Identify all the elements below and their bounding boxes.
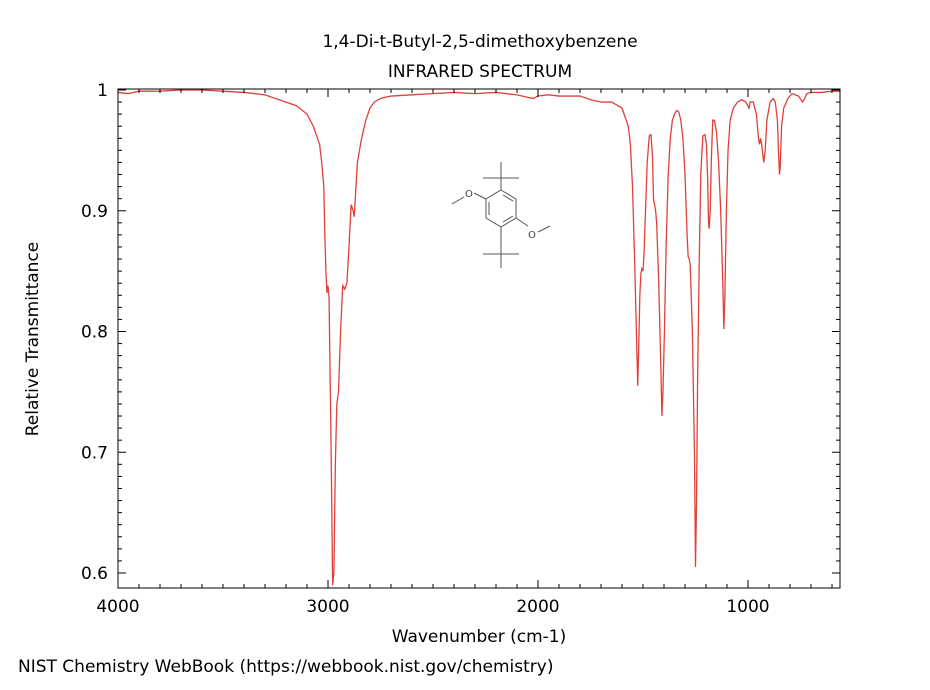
- y-tick-label: 0.9: [81, 202, 108, 222]
- chart-title: 1,4-Di-t-Butyl-2,5-dimethoxybenzene: [322, 32, 637, 52]
- svg-text:O: O: [465, 189, 473, 200]
- y-axis-label: Relative Transmittance: [23, 242, 43, 437]
- molecule-structure-image: O O: [451, 162, 551, 268]
- x-tick-label: 2000: [516, 597, 559, 617]
- x-tick-label: 3000: [306, 597, 349, 617]
- spectrum-line: [117, 89, 840, 586]
- x-axis-label: Wavenumber (cm-1): [392, 627, 567, 647]
- y-tick-label: 0.7: [81, 443, 108, 463]
- y-tick-label: 1: [97, 81, 108, 101]
- x-tick-label: 1000: [726, 597, 769, 617]
- svg-text:O: O: [528, 230, 536, 241]
- chart-subtitle: INFRARED SPECTRUM: [388, 62, 572, 82]
- source-footer: NIST Chemistry WebBook (https://webbook.…: [18, 657, 554, 677]
- plot-frame: [117, 88, 841, 589]
- y-tick-label: 0.6: [81, 564, 108, 584]
- x-tick-label: 4000: [96, 597, 139, 617]
- y-tick-label: 0.8: [81, 323, 108, 343]
